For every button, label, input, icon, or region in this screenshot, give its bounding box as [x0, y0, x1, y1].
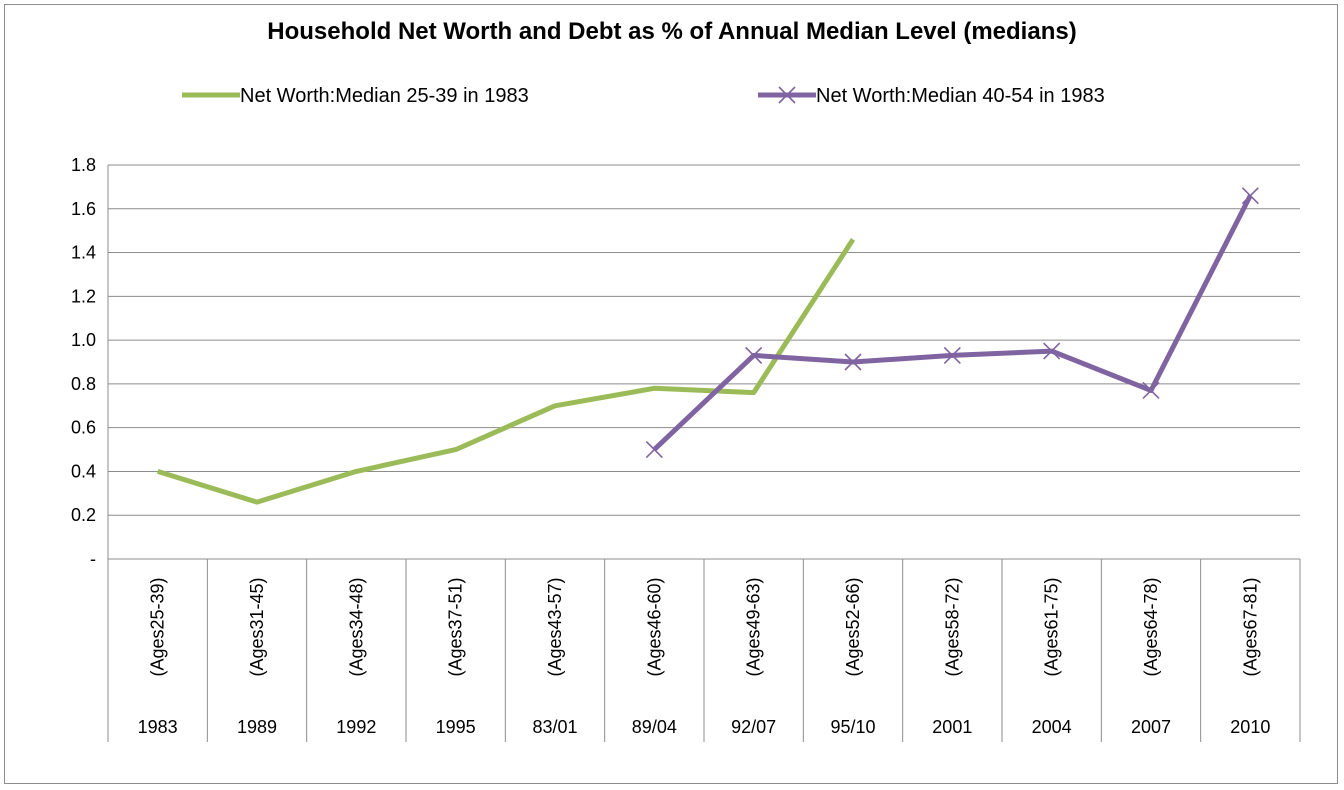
- category-year-label: 2010: [1230, 717, 1270, 737]
- y-tick-label: 1.2: [71, 286, 96, 306]
- y-tick-label: 1.0: [71, 330, 96, 350]
- category-age-label: (Ages61-75): [1042, 577, 1062, 676]
- category-year-label: 1992: [336, 717, 376, 737]
- category-year-label: 83/01: [532, 717, 577, 737]
- category-age-label: (Ages37-51): [446, 577, 466, 676]
- y-tick-label: 0.6: [71, 418, 96, 438]
- category-year-label: 2004: [1032, 717, 1072, 737]
- category-year-label: 1989: [237, 717, 277, 737]
- y-tick-label: 0.2: [71, 505, 96, 525]
- y-tick-label: 1.6: [71, 199, 96, 219]
- category-age-label: (Ages34-48): [346, 577, 366, 676]
- category-age-label: (Ages46-60): [644, 577, 664, 676]
- category-year-label: 95/10: [830, 717, 875, 737]
- category-age-label: (Ages25-39): [148, 577, 168, 676]
- category-year-label: 2001: [932, 717, 972, 737]
- y-tick-label: -: [90, 549, 96, 569]
- category-age-label: (Ages31-45): [247, 577, 267, 676]
- category-year-label: 2007: [1131, 717, 1171, 737]
- category-age-label: (Ages67-81): [1240, 577, 1260, 676]
- legend-label-2: Net Worth:Median 40-54 in 1983: [816, 85, 1105, 107]
- category-year-label: 1983: [138, 717, 178, 737]
- y-tick-label: 0.8: [71, 374, 96, 394]
- category-age-label: (Ages43-57): [545, 577, 565, 676]
- category-age-label: (Ages52-66): [843, 577, 863, 676]
- data-point-marker: [1242, 188, 1258, 204]
- y-tick-label: 1.8: [71, 155, 96, 175]
- category-age-label: (Ages49-63): [744, 577, 764, 676]
- data-point-marker: [646, 442, 662, 458]
- y-tick-label: 1.4: [71, 243, 96, 263]
- legend-label-1: Net Worth:Median 25-39 in 1983: [240, 85, 529, 107]
- category-year-label: 89/04: [632, 717, 677, 737]
- category-year-label: 1995: [436, 717, 476, 737]
- y-tick-label: 0.4: [71, 461, 96, 481]
- series-line-1: [158, 239, 853, 502]
- category-age-label: (Ages58-72): [942, 577, 962, 676]
- series-line-2: [654, 196, 1250, 450]
- category-age-label: (Ages64-78): [1141, 577, 1161, 676]
- category-year-label: 92/07: [731, 717, 776, 737]
